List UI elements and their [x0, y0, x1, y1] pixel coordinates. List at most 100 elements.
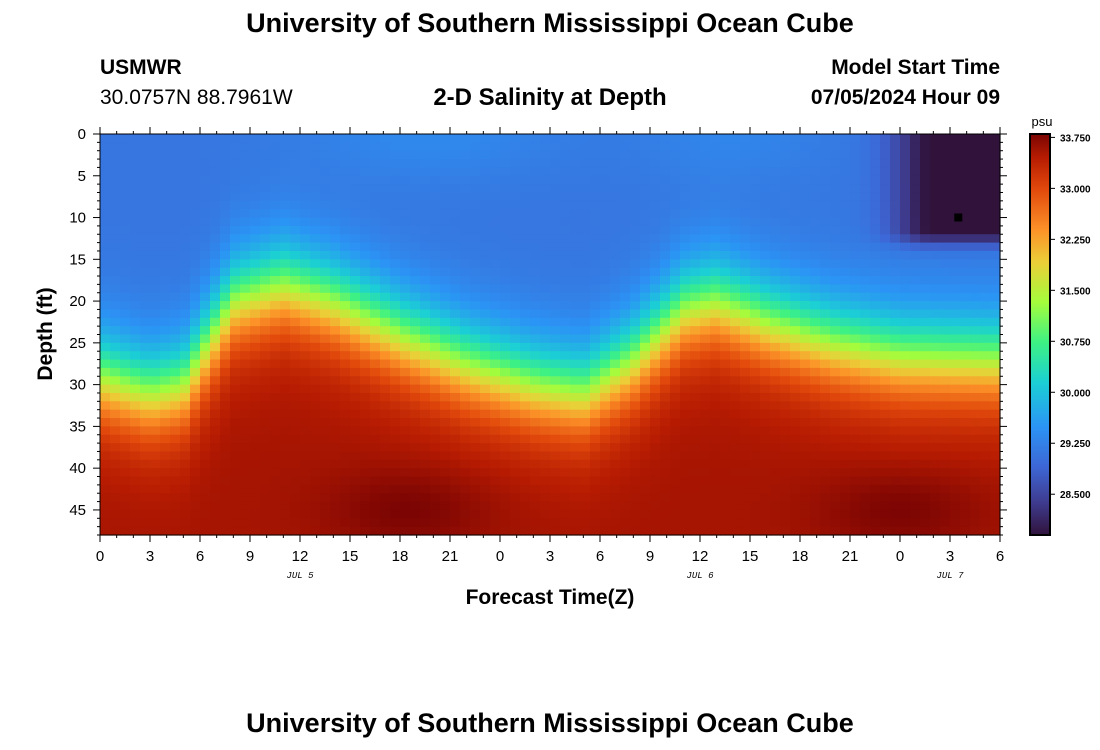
x-tick-label: 6	[996, 548, 1004, 565]
heatmap-cell	[660, 476, 671, 486]
heatmap-cell	[430, 384, 441, 394]
heatmap-cell	[650, 134, 661, 143]
heatmap-cell	[360, 301, 371, 311]
heatmap-cell	[240, 234, 251, 244]
heatmap-cell	[190, 217, 201, 227]
heatmap-cell	[890, 359, 901, 369]
heatmap-cell	[350, 443, 361, 453]
heatmap-cell	[880, 209, 891, 219]
heatmap-cell	[290, 134, 301, 143]
heatmap-cell	[160, 468, 171, 478]
heatmap-cell	[170, 276, 181, 285]
heatmap-cell	[250, 409, 261, 419]
heatmap-cell	[330, 159, 341, 169]
heatmap-cell	[600, 392, 611, 402]
heatmap-cell	[900, 292, 911, 302]
heatmap-cell	[910, 501, 921, 511]
heatmap-cell	[950, 284, 961, 294]
heatmap-cell	[700, 443, 711, 453]
heatmap-cell	[720, 409, 731, 419]
heatmap-cell	[940, 484, 951, 494]
heatmap-cell	[450, 200, 461, 210]
heatmap-cell	[530, 501, 541, 511]
heatmap-cell	[120, 526, 131, 536]
heatmap-cell	[630, 367, 641, 377]
heatmap-cell	[780, 376, 791, 386]
heatmap-cell	[640, 276, 651, 285]
heatmap-cell	[120, 225, 131, 235]
heatmap-cell	[750, 468, 761, 478]
heatmap-cell	[650, 401, 661, 411]
heatmap-cell	[710, 501, 721, 511]
heatmap-cell	[410, 359, 421, 369]
heatmap-cell	[370, 175, 381, 185]
heatmap-cell	[450, 451, 461, 461]
heatmap-cell	[220, 225, 231, 235]
heatmap-cell	[420, 359, 431, 369]
heatmap-cell	[920, 184, 931, 194]
heatmap-cell	[880, 359, 891, 369]
heatmap-cell	[440, 334, 451, 344]
heatmap-cell	[350, 526, 361, 536]
heatmap-cell	[800, 476, 811, 486]
heatmap-cell	[690, 509, 701, 519]
heatmap-cell	[540, 418, 551, 427]
heatmap-cell	[360, 476, 371, 486]
heatmap-cell	[990, 167, 1001, 177]
heatmap-cell	[690, 184, 701, 194]
heatmap-cell	[940, 301, 951, 311]
heatmap-cell	[200, 225, 211, 235]
heatmap-cell	[590, 518, 601, 528]
heatmap-cell	[650, 518, 661, 528]
heatmap-cell	[410, 426, 421, 436]
heatmap-cell	[130, 493, 141, 503]
heatmap-cell	[760, 493, 771, 503]
heatmap-cell	[480, 200, 491, 210]
heatmap-cell	[920, 142, 931, 152]
heatmap-cell	[270, 459, 281, 469]
heatmap-cell	[330, 142, 341, 152]
heatmap-cell	[380, 326, 391, 336]
heatmap-cell	[890, 242, 901, 252]
heatmap-cell	[770, 317, 781, 327]
heatmap-cell	[490, 384, 501, 394]
heatmap-cell	[180, 309, 191, 319]
heatmap-cell	[900, 392, 911, 402]
heatmap-cell	[670, 301, 681, 311]
heatmap-cell	[510, 276, 521, 285]
heatmap-cell	[700, 175, 711, 185]
heatmap-cell	[800, 493, 811, 503]
heatmap-cell	[290, 367, 301, 377]
heatmap-cell	[220, 234, 231, 244]
heatmap-cell	[730, 301, 741, 311]
heatmap-cell	[350, 392, 361, 402]
heatmap-cell	[770, 309, 781, 319]
heatmap-cell	[520, 250, 531, 260]
heatmap-cell	[840, 134, 851, 143]
heatmap-cell	[990, 351, 1001, 361]
heatmap-cell	[280, 426, 291, 436]
heatmap-cell	[380, 134, 391, 143]
heatmap-cell	[780, 509, 791, 519]
heatmap-cell	[390, 167, 401, 177]
heatmap-cell	[980, 217, 991, 227]
heatmap-cell	[160, 326, 171, 336]
heatmap-cell	[870, 518, 881, 528]
heatmap-cell	[880, 468, 891, 478]
heatmap-cell	[100, 418, 111, 427]
heatmap-cell	[460, 276, 471, 285]
heatmap-cell	[590, 409, 601, 419]
heatmap-cell	[980, 159, 991, 169]
heatmap-cell	[530, 301, 541, 311]
heatmap-cell	[690, 351, 701, 361]
heatmap-cell	[360, 334, 371, 344]
heatmap-cell	[180, 342, 191, 352]
heatmap-cell	[770, 184, 781, 194]
heatmap-cell	[540, 250, 551, 260]
heatmap-cell	[130, 317, 141, 327]
heatmap-cell	[800, 225, 811, 235]
heatmap-cell	[950, 418, 961, 427]
heatmap-cell	[210, 175, 221, 185]
heatmap-cell	[300, 367, 311, 377]
heatmap-cell	[990, 301, 1001, 311]
